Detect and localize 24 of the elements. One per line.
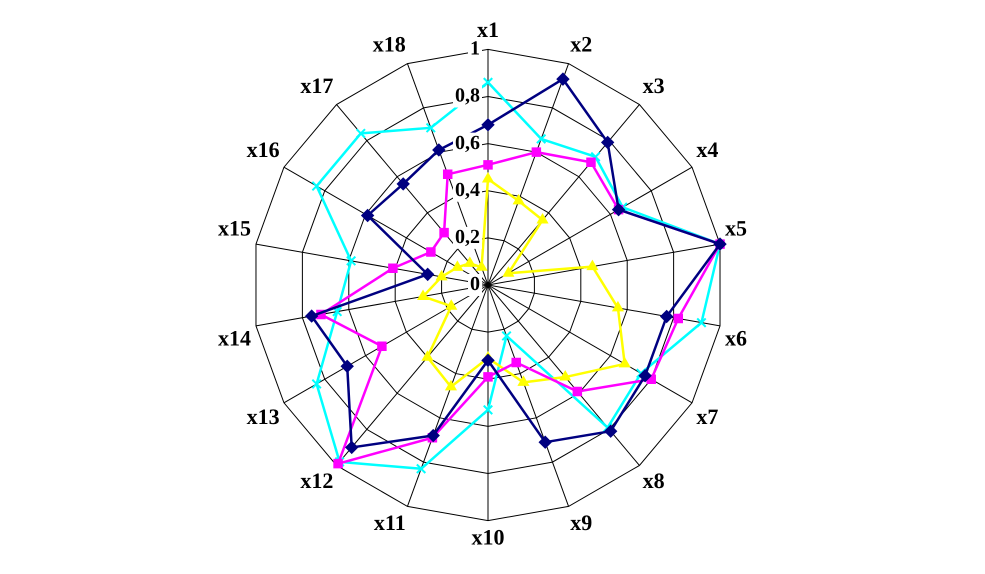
spoke-label: x6 [724,326,747,351]
spoke-label: x1 [477,16,499,42]
spoke-label: x2 [570,31,592,56]
spoke-label: x12 [300,468,334,494]
spoke-label: x4 [696,137,718,162]
spoke-label: x13 [246,404,280,430]
y-tick-label: 1 [470,38,480,60]
spoke-label: x17 [300,73,334,98]
spoke-label: x14 [218,326,252,351]
spoke-label: x11 [374,510,406,535]
y-tick-label: 0,4 [455,178,480,201]
spoke-label: x5 [724,216,747,241]
spoke-label: x15 [218,216,252,241]
spoke-label: x16 [246,137,280,162]
spoke-label: x8 [642,468,665,494]
y-tick-label: 0,6 [455,132,480,154]
spoke-label: x18 [372,31,406,56]
spoke-label: x3 [642,73,665,98]
y-tick-label: 0,8 [455,84,480,107]
spoke-label: x9 [570,510,592,535]
spoke-label: x10 [472,524,504,550]
y-tick-label: 0 [470,273,480,296]
spoke-label: x7 [696,404,718,430]
y-tick-label: 0,2 [455,226,480,248]
